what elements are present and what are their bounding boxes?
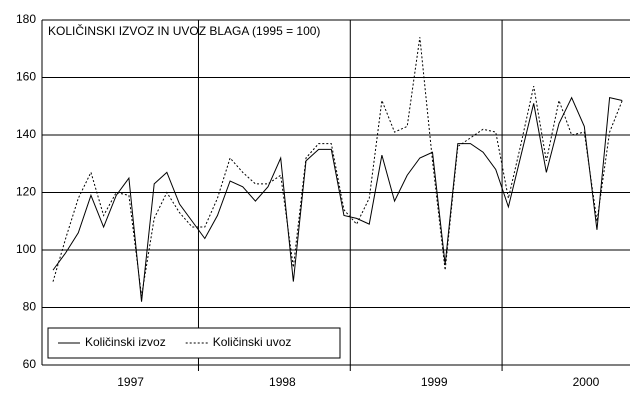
y-tick-label: 160 <box>16 70 36 84</box>
x-tick-label: 1997 <box>117 375 144 389</box>
x-tick-label: 1998 <box>269 375 296 389</box>
y-tick-label: 180 <box>16 12 36 26</box>
x-tick-label: 2000 <box>573 375 600 389</box>
x-tick-label: 1999 <box>421 375 448 389</box>
legend-label: Količinski uvoz <box>213 335 292 349</box>
y-tick-label: 140 <box>16 127 36 141</box>
y-tick-label: 120 <box>16 185 36 199</box>
legend: Količinski izvoz Količinski uvoz <box>47 327 341 359</box>
y-tick-label: 60 <box>23 357 37 371</box>
y-tick-label: 80 <box>23 300 37 314</box>
chart-title: KOLIČINSKI IZVOZ IN UVOZ BLAGA (1995 = 1… <box>48 23 320 38</box>
legend-label: Količinski izvoz <box>85 335 166 349</box>
y-tick-label: 100 <box>16 242 36 256</box>
series-line <box>52 96 623 302</box>
series-line <box>52 37 623 297</box>
lines <box>52 37 623 302</box>
